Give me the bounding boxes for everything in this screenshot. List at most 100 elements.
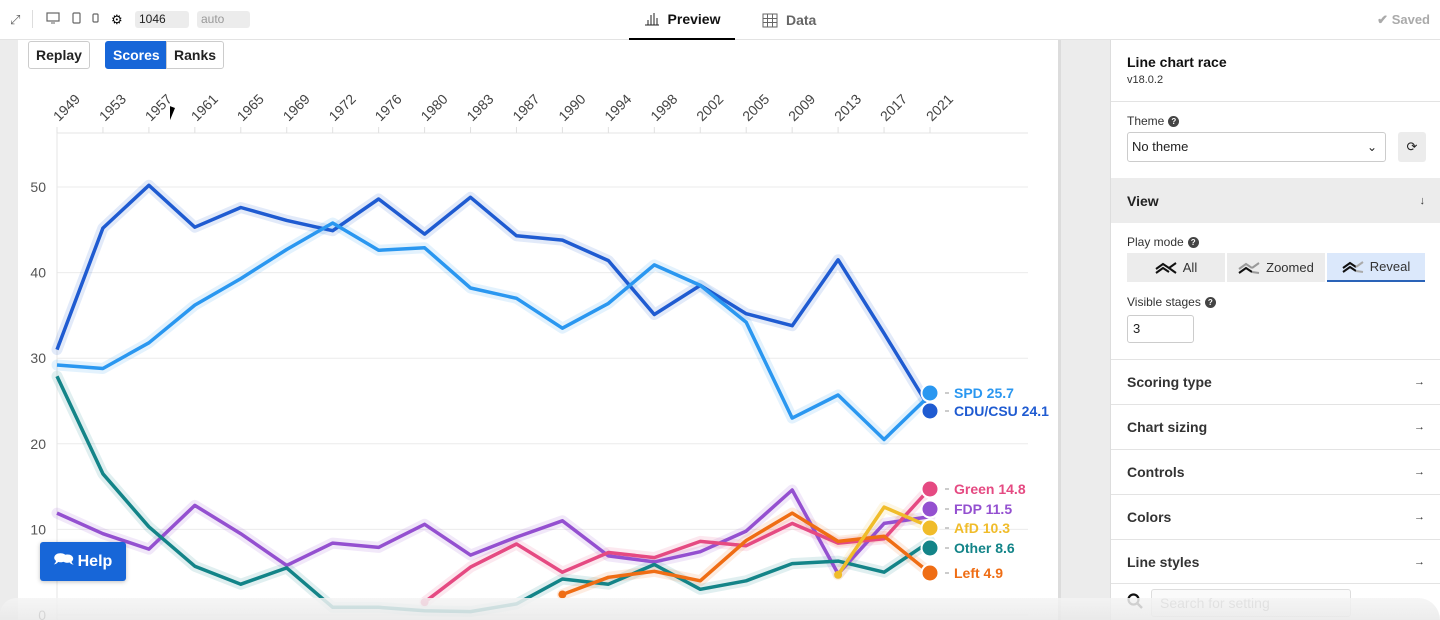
end-dot xyxy=(920,499,940,519)
play-mode-reveal-label: Reveal xyxy=(1369,259,1411,274)
x-tick-label: 2005 xyxy=(739,91,772,124)
section-line-styles[interactable]: Line styles → xyxy=(1111,539,1440,584)
help-icon[interactable]: ? xyxy=(1204,296,1216,308)
play-mode-zoomed-label: Zoomed xyxy=(1266,260,1314,275)
section-view-header[interactable]: View ↓ xyxy=(1111,178,1440,223)
help-button[interactable]: 🗪 Help xyxy=(40,542,126,581)
y-tick-label: 40 xyxy=(30,265,46,281)
series-start-dot xyxy=(834,570,843,579)
visible-stages-input[interactable]: 3 xyxy=(1127,315,1194,343)
template-version: v18.0.2 xyxy=(1127,74,1164,86)
desktop-icon[interactable] xyxy=(46,12,60,28)
x-tick-label: 1976 xyxy=(371,91,404,124)
tablet-icon[interactable] xyxy=(72,12,81,28)
x-tick-label: 1983 xyxy=(463,91,496,124)
arrow-down-icon: ↓ xyxy=(1419,194,1426,207)
play-mode-zoomed[interactable]: Zoomed xyxy=(1227,253,1325,282)
section-label: Controls xyxy=(1127,464,1185,480)
section-colors[interactable]: Colors → xyxy=(1111,494,1440,539)
y-tick-label: 30 xyxy=(30,350,46,366)
section-label: Line styles xyxy=(1127,554,1200,570)
visible-stages-label-text: Visible stages xyxy=(1127,295,1201,309)
end-dot xyxy=(920,518,940,538)
end-dot xyxy=(920,563,940,583)
save-status-label: Saved xyxy=(1391,12,1430,27)
lines-zoomed-icon xyxy=(1238,261,1260,274)
x-tick-label: 1987 xyxy=(509,91,542,124)
preview-canvas: 0102030405019491953195719611965196919721… xyxy=(18,40,1058,620)
replay-button[interactable]: Replay xyxy=(28,41,90,69)
tab-preview-label: Preview xyxy=(667,11,721,27)
y-tick-label: 20 xyxy=(30,436,46,452)
x-tick-label: 2013 xyxy=(831,91,864,124)
theme-select[interactable]: No theme ⌄ xyxy=(1127,132,1386,162)
end-label: AfD 10.3 xyxy=(954,520,1010,536)
arrow-right-icon: → xyxy=(1414,421,1425,433)
sidebar-header: Line chart race v18.0.2 xyxy=(1111,40,1440,102)
end-label: Left 4.9 xyxy=(954,565,1003,581)
bar-chart-icon xyxy=(644,13,659,26)
refresh-icon: ⟳ xyxy=(1406,139,1418,154)
scores-toggle[interactable]: Scores xyxy=(105,41,168,69)
arrow-right-icon: → xyxy=(1414,376,1425,388)
x-tick-label: 2017 xyxy=(877,91,910,124)
tab-data[interactable]: Data xyxy=(762,0,816,40)
series-line-left xyxy=(561,511,932,597)
play-mode-label-text: Play mode xyxy=(1127,235,1184,249)
end-dot xyxy=(920,538,940,558)
series-line-fdp xyxy=(56,488,931,576)
end-label: SPD 25.7 xyxy=(954,385,1014,401)
help-label: Help xyxy=(77,552,113,570)
arrow-right-icon: → xyxy=(1414,556,1425,568)
visible-stages-label: Visible stages? xyxy=(1127,295,1216,309)
section-scoring-type[interactable]: Scoring type → xyxy=(1111,359,1440,404)
theme-label-text: Theme xyxy=(1127,114,1165,128)
x-tick-label: 2009 xyxy=(785,91,818,124)
series-line-spd xyxy=(56,221,932,442)
section-controls[interactable]: Controls → xyxy=(1111,449,1440,494)
play-mode-label: Play mode? xyxy=(1127,235,1199,249)
check-icon: ✔ xyxy=(1377,12,1389,27)
play-mode-reveal[interactable]: Reveal xyxy=(1327,253,1425,282)
end-label: CDU/CSU 24.1 xyxy=(954,403,1049,419)
series-line-green xyxy=(423,487,932,604)
section-label: Scoring type xyxy=(1127,374,1212,390)
lines-reveal-icon xyxy=(1342,260,1364,273)
lines-all-icon xyxy=(1155,261,1177,274)
mobile-icon[interactable] xyxy=(92,12,99,28)
x-tick-label: 2002 xyxy=(693,91,726,124)
refresh-theme-button[interactable]: ⟳ xyxy=(1398,132,1426,162)
chat-icon: 🗪 xyxy=(53,551,74,568)
x-tick-label: 1980 xyxy=(417,91,450,124)
x-tick-label: 1990 xyxy=(555,91,588,124)
tab-data-label: Data xyxy=(786,12,817,28)
x-tick-label: 1953 xyxy=(96,91,129,124)
line-chart: 0102030405019491953195719611965196919721… xyxy=(30,91,1049,620)
play-mode-all[interactable]: All xyxy=(1127,253,1225,282)
save-status: ✔ Saved xyxy=(1377,12,1430,28)
help-icon[interactable]: ? xyxy=(1187,236,1199,248)
play-mode-all-label: All xyxy=(1182,260,1198,275)
section-chart-sizing[interactable]: Chart sizing → xyxy=(1111,404,1440,449)
left-gutter xyxy=(0,40,18,620)
panel-gutter[interactable] xyxy=(1058,40,1110,620)
help-icon[interactable]: ? xyxy=(1168,115,1180,127)
end-dot xyxy=(920,479,940,499)
tab-preview[interactable]: Preview xyxy=(629,0,735,40)
x-tick-label: 1994 xyxy=(601,91,634,124)
series-line-cdu-csu xyxy=(55,183,932,410)
chevron-down-icon: ⌄ xyxy=(1366,140,1377,154)
x-tick-label: 1972 xyxy=(325,91,358,124)
grid-icon xyxy=(762,13,778,27)
width-input[interactable]: 1046 xyxy=(135,11,189,28)
gear-icon[interactable]: ⚙ xyxy=(111,12,123,27)
play-mode-group: All Zoomed Reveal xyxy=(1127,253,1425,282)
ranks-toggle[interactable]: Ranks xyxy=(166,41,225,69)
height-input[interactable]: auto xyxy=(197,11,250,28)
y-tick-label: 10 xyxy=(30,521,46,537)
x-tick-label: 1949 xyxy=(50,91,83,124)
x-tick-label: 1998 xyxy=(647,91,680,124)
fullscreen-icon[interactable]: ⤢ xyxy=(10,12,21,27)
settings-sidebar: Line chart race v18.0.2 Theme? No theme … xyxy=(1110,40,1440,620)
x-tick-label: 1961 xyxy=(188,91,221,124)
